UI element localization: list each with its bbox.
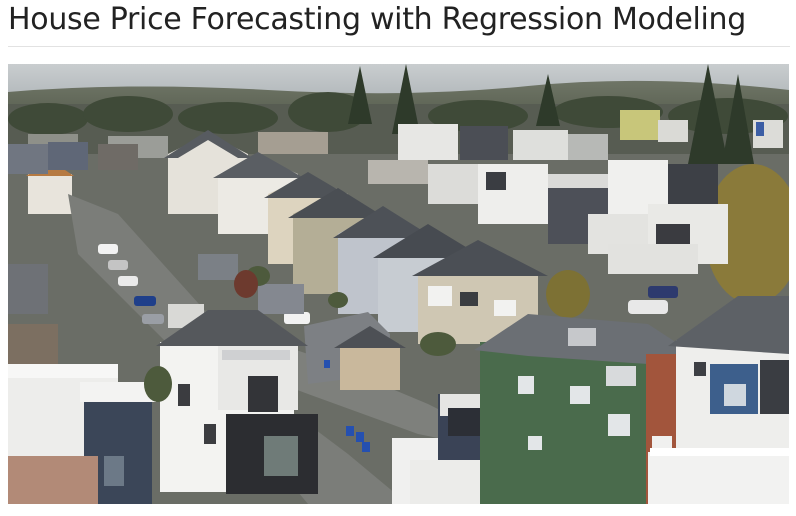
- title-divider: [8, 46, 790, 47]
- page-title: House Price Forecasting with Regression …: [8, 2, 747, 37]
- hero-image: [8, 64, 789, 504]
